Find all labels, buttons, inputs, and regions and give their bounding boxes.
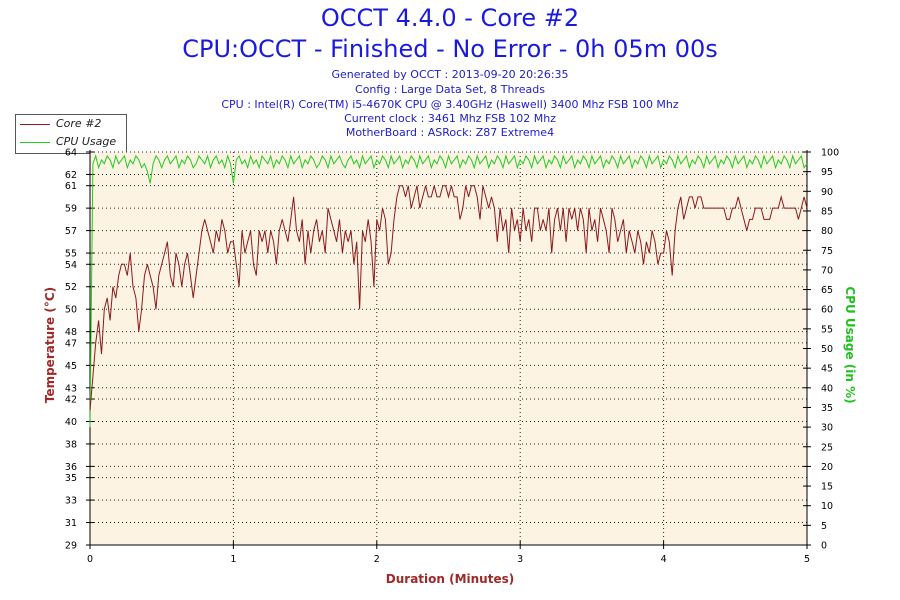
legend-label-usage: CPU Usage	[56, 135, 117, 148]
y-tick-label-right: 50	[821, 344, 833, 355]
y-tick-label-right: 100	[821, 148, 839, 159]
y-axis-title-temperature: Temperature (°C)	[43, 286, 57, 404]
x-axis-title: Duration (Minutes)	[385, 572, 515, 586]
x-tick-label: 0	[87, 554, 93, 565]
y-tick-label-left: 35	[65, 473, 77, 484]
legend-label-core: Core #2	[56, 117, 102, 130]
y-tick-label-left: 43	[65, 383, 77, 394]
y-tick-label-left: 62	[65, 170, 77, 181]
y-tick-label-left: 61	[65, 181, 77, 192]
y-tick-label-left: 64	[65, 148, 77, 159]
legend-item-core: Core #2	[16, 116, 126, 134]
y-tick-label-left: 40	[65, 417, 77, 428]
y-tick-label-right: 20	[821, 462, 833, 473]
series-line-cpu-usage	[89, 154, 808, 428]
motherboard-info: MotherBoard : ASRock: Z87 Extreme4	[345, 126, 555, 139]
y-tick-label-right: 65	[821, 285, 833, 296]
x-tick-label: 3	[517, 554, 523, 565]
y-tick-label-right: 60	[821, 305, 833, 316]
y-tick-label-right: 85	[821, 206, 833, 217]
y-tick-label-right: 30	[821, 423, 833, 434]
generated-info: Generated by OCCT : 2013-09-20 20:26:35	[331, 68, 569, 81]
y-tick-label-left: 33	[65, 496, 77, 507]
legend-swatch-core	[20, 124, 50, 125]
y-tick-label-right: 80	[821, 226, 833, 237]
y-tick-label-right: 5	[821, 521, 827, 532]
y-tick-label-left: 42	[65, 395, 77, 406]
legend-item-usage: CPU Usage	[16, 134, 126, 152]
y-tick-label-right: 95	[821, 167, 833, 178]
y-tick-label-right: 45	[821, 364, 833, 375]
x-tick-label: 1	[230, 554, 236, 565]
y-tick-label-right: 75	[821, 246, 833, 257]
y-tick-label-right: 15	[821, 482, 833, 493]
y-tick-label-right: 40	[821, 383, 833, 394]
y-tick-label-left: 55	[65, 249, 77, 260]
y-tick-label-left: 50	[65, 305, 77, 316]
y-tick-label-left: 52	[65, 282, 77, 293]
y-tick-label-right: 35	[821, 403, 833, 414]
config-info: Config : Large Data Set, 8 Threads	[355, 83, 545, 96]
y-tick-label-right: 90	[821, 187, 833, 198]
y-tick-label-left: 38	[65, 439, 77, 450]
y-tick-label-right: 55	[821, 324, 833, 335]
y-tick-label-right: 25	[821, 442, 833, 453]
x-tick-label: 4	[661, 554, 667, 565]
legend-swatch-usage	[20, 142, 50, 143]
y-tick-label-left: 29	[65, 541, 77, 552]
y-tick-label-left: 57	[65, 226, 77, 237]
y-tick-label-left: 59	[65, 204, 77, 215]
y-tick-label-left: 31	[65, 518, 77, 529]
clock-info: Current clock : 3461 Mhz FSB 102 Mhz	[344, 112, 556, 125]
chart-subtitle: CPU:OCCT - Finished - No Error - 0h 05m …	[182, 35, 718, 63]
y-tick-label-right: 70	[821, 265, 833, 276]
chart-title: OCCT 4.4.0 - Core #2	[320, 4, 580, 32]
cpu-info: CPU : Intel(R) Core(TM) i5-4670K CPU @ 3…	[221, 98, 679, 111]
y-tick-label-right: 10	[821, 501, 833, 512]
y-tick-label-left: 54	[65, 260, 77, 271]
chart-legend: Core #2 CPU Usage	[15, 114, 127, 154]
y-tick-label-right: 0	[821, 541, 827, 552]
plot-area	[90, 152, 807, 545]
x-tick-label: 2	[374, 554, 380, 565]
y-tick-label-left: 45	[65, 361, 77, 372]
y-tick-label-left: 47	[65, 338, 77, 349]
series-line-core-temperature	[89, 185, 808, 411]
y-axis-title-usage: CPU Usage (in %)	[843, 286, 857, 404]
y-tick-label-left: 48	[65, 327, 77, 338]
y-tick-label-left: 36	[65, 462, 77, 473]
x-tick-label: 5	[804, 554, 810, 565]
